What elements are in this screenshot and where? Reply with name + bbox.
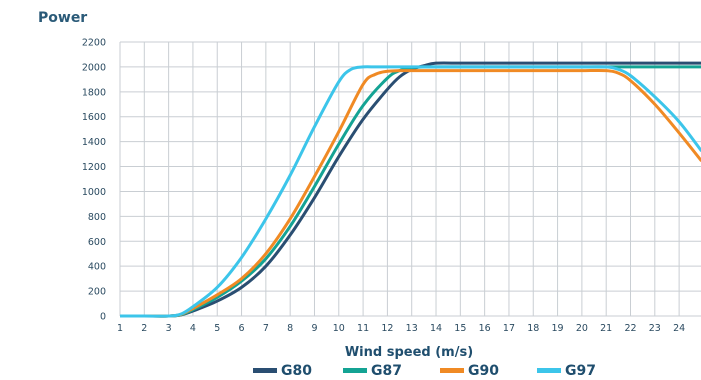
x-tick-label: 11 <box>357 323 369 334</box>
legend-label-g87: G87 <box>371 363 402 379</box>
x-tick-label: 19 <box>552 323 564 334</box>
legend-label-g80: G80 <box>281 363 312 379</box>
x-tick-label: 23 <box>649 323 661 334</box>
x-tick-label: 15 <box>454 323 466 334</box>
x-tick-label: 4 <box>190 323 196 334</box>
x-tick-label: 12 <box>381 323 393 334</box>
series-line-g97 <box>120 65 701 318</box>
x-axis-title: Wind speed (m/s) <box>345 345 473 360</box>
y-tick-label: 200 <box>88 287 106 298</box>
x-tick-label: 8 <box>287 323 293 334</box>
x-tick-label: 16 <box>479 323 491 334</box>
x-tick-label: 22 <box>624 323 636 334</box>
legend-swatch-g97 <box>537 368 561 373</box>
legend-swatch-g80 <box>253 368 277 373</box>
y-tick-label: 1400 <box>82 137 106 148</box>
series-line-g80 <box>120 61 701 318</box>
x-tick-label: 5 <box>214 323 220 334</box>
x-tick-label: 14 <box>430 323 442 334</box>
x-tick-label: 2 <box>141 323 147 334</box>
y-tick-label: 2200 <box>82 38 106 49</box>
y-tick-label: 400 <box>88 262 106 273</box>
y-tick-label: 800 <box>88 212 106 223</box>
legend-swatch-g90 <box>440 368 464 373</box>
x-tick-label: 18 <box>527 323 539 334</box>
y-tick-label: 1200 <box>82 162 106 173</box>
legend-swatch-g87 <box>343 368 367 373</box>
x-tick-label: 10 <box>333 323 345 334</box>
series-lines <box>120 61 701 318</box>
y-axis-title: Power <box>38 10 87 26</box>
y-tick-label: 600 <box>88 237 106 248</box>
x-tick-label: 9 <box>311 323 317 334</box>
x-tick-label: 17 <box>503 323 515 334</box>
legend: G80 G87 G90 G97 <box>253 363 596 379</box>
y-axis-ticks: 0 200 400 600 800 1000 1200 1400 1600 1800 2000 220… <box>82 38 106 323</box>
legend-label-g97: G97 <box>565 363 596 379</box>
grid <box>119 41 701 317</box>
y-tick-label: 1000 <box>82 187 106 198</box>
x-tick-label: 21 <box>600 323 612 334</box>
x-tick-label: 3 <box>166 323 172 334</box>
legend-label-g90: G90 <box>468 363 499 379</box>
x-tick-label: 20 <box>576 323 588 334</box>
x-axis-ticks: 1 2 3 4 5 6 7 8 9 10 11 12 13 14 15 16 17 18 19 20 21 22 23 24 <box>117 323 685 334</box>
x-tick-label: 24 <box>673 323 685 334</box>
series-line-g90 <box>120 68 701 318</box>
x-tick-label: 1 <box>117 323 123 334</box>
x-tick-label: 13 <box>406 323 418 334</box>
y-tick-label: 1800 <box>82 87 106 98</box>
x-tick-label: 6 <box>239 323 245 334</box>
y-tick-label: 1600 <box>82 112 106 123</box>
y-tick-label: 2000 <box>82 62 106 73</box>
y-tick-label: 0 <box>100 312 106 323</box>
x-tick-label: 7 <box>263 323 269 334</box>
